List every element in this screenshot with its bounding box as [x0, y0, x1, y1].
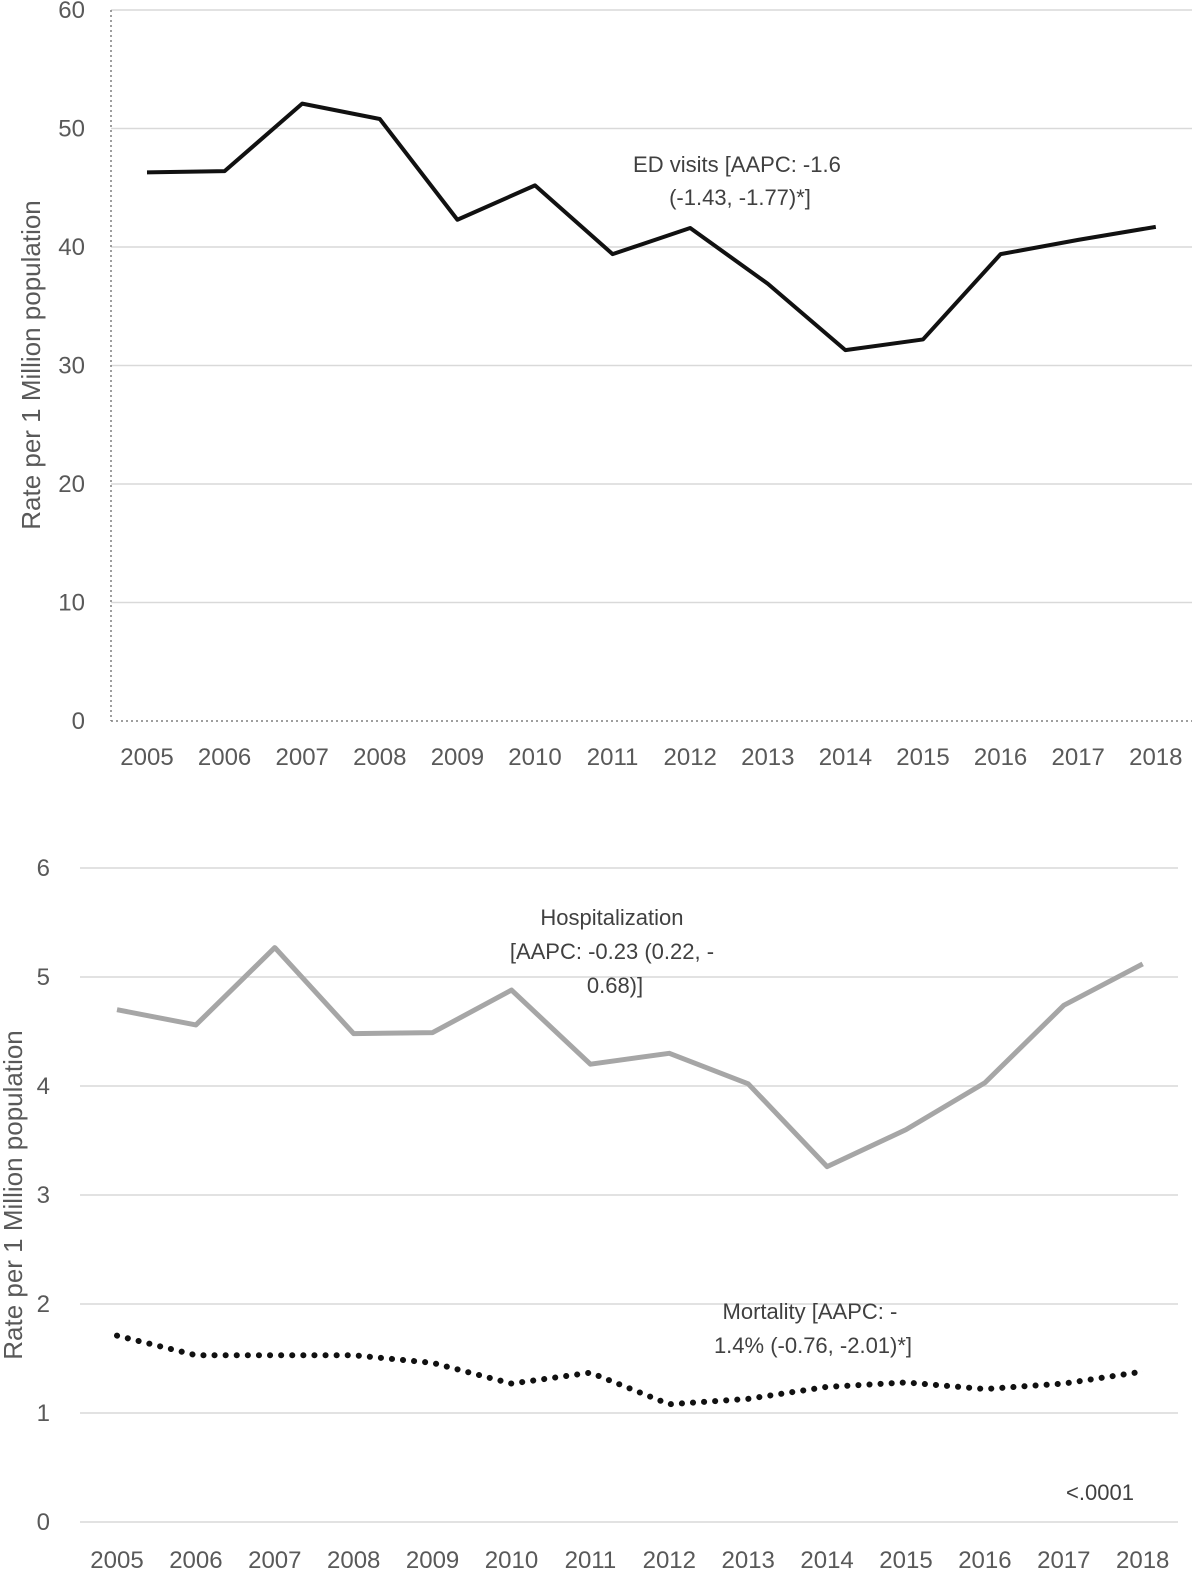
series-label-line: 0.68)]	[587, 973, 643, 998]
y-tick-label: 2	[37, 1291, 50, 1318]
y-tick-label: 20	[58, 471, 85, 498]
p-value-annotation: <.0001	[1066, 1480, 1134, 1505]
y-tick-label: 1	[37, 1400, 50, 1427]
series-label-line: [AAPC: -0.23 (0.22, -	[510, 939, 714, 964]
y-tick-label: 6	[37, 855, 50, 882]
x-tick-label: 2005	[90, 1547, 143, 1574]
y-tick-labels: 0 1 2 3 4 5 6	[37, 855, 50, 1536]
x-tick-label: 2014	[819, 744, 872, 771]
series-line-hospitalization	[116, 945, 1144, 1170]
series-label-line: Hospitalization	[540, 905, 683, 930]
x-tick-label: 2012	[643, 1547, 696, 1574]
x-tick-label: 2016	[958, 1547, 1011, 1574]
y-tick-label: 50	[58, 116, 85, 143]
y-tick-label: 0	[37, 1509, 50, 1536]
series-label-line: Mortality [AAPC: -	[723, 1299, 898, 1324]
x-tick-label: 2010	[485, 1547, 538, 1574]
x-tick-label: 2010	[508, 744, 561, 771]
series-label-ed-visits: ED visits [AAPC: -1.6 (-1.43, -1.77)*]	[633, 152, 847, 210]
x-tick-label: 2018	[1116, 1547, 1169, 1574]
y-tick-label: 0	[72, 708, 85, 735]
x-tick-label: 2007	[276, 744, 329, 771]
y-tick-label: 4	[37, 1073, 50, 1100]
x-tick-label: 2018	[1129, 744, 1182, 771]
series-label-line: ED visits [AAPC: -1.6	[633, 152, 841, 177]
y-tick-label: 3	[37, 1182, 50, 1209]
x-tick-label: 2015	[896, 744, 949, 771]
y-axis-label: Rate per 1 Million population	[0, 1030, 28, 1360]
x-tick-label: 2008	[353, 744, 406, 771]
x-tick-label: 2013	[722, 1547, 775, 1574]
x-tick-label: 2013	[741, 744, 794, 771]
y-tick-labels: 0 10 20 30 40 50 60	[58, 0, 85, 735]
y-tick-label: 60	[58, 0, 85, 24]
y-tick-label: 30	[58, 353, 85, 380]
x-tick-label: 2011	[565, 1547, 617, 1574]
series-lines	[114, 945, 1146, 1408]
x-tick-label: 2017	[1037, 1547, 1090, 1574]
y-gridlines	[111, 9, 1192, 604]
hospitalization-mortality-chart: 0 1 2 3 4 5 6 2005 2006 2007 2008 2009 2010 2011 2012…	[0, 855, 1178, 1574]
x-tick-label: 2006	[169, 1547, 222, 1574]
x-tick-labels: 2005 2006 2007 2008 2009 2010 2011 2012 2013 2014…	[90, 1547, 1169, 1574]
series-label-hospitalization: Hospitalization [AAPC: -0.23 (0.22, - 0.…	[510, 905, 720, 998]
x-tick-label: 2009	[406, 1547, 459, 1574]
x-tick-label: 2008	[327, 1547, 380, 1574]
series-line-ed-visits	[146, 101, 1157, 353]
x-tick-labels: 2005 2006 2007 2008 2009 2010 2011 2012 2013 2014…	[120, 744, 1182, 771]
y-gridlines	[80, 867, 1178, 1523]
y-axis-label: Rate per 1 Million population	[16, 200, 46, 530]
x-tick-label: 2005	[120, 744, 173, 771]
series-label-line: 1.4% (-0.76, -2.01)*]	[714, 1333, 912, 1358]
series-line-mortality	[114, 1332, 1146, 1408]
series-label-line: (-1.43, -1.77)*]	[669, 185, 811, 210]
x-tick-label: 2017	[1052, 744, 1105, 771]
x-tick-label: 2014	[800, 1547, 853, 1574]
series-label-mortality: Mortality [AAPC: - 1.4% (-0.76, -2.01)*]	[714, 1299, 912, 1358]
series-lines	[146, 101, 1157, 353]
y-tick-label: 10	[58, 590, 85, 617]
y-tick-label: 5	[37, 964, 50, 991]
x-tick-label: 2015	[879, 1547, 932, 1574]
y-tick-label: 40	[58, 234, 85, 261]
x-tick-label: 2009	[431, 744, 484, 771]
x-tick-label: 2011	[587, 744, 639, 771]
x-tick-label: 2006	[198, 744, 251, 771]
x-tick-label: 2012	[664, 744, 717, 771]
x-tick-label: 2016	[974, 744, 1027, 771]
x-tick-label: 2007	[248, 1547, 301, 1574]
